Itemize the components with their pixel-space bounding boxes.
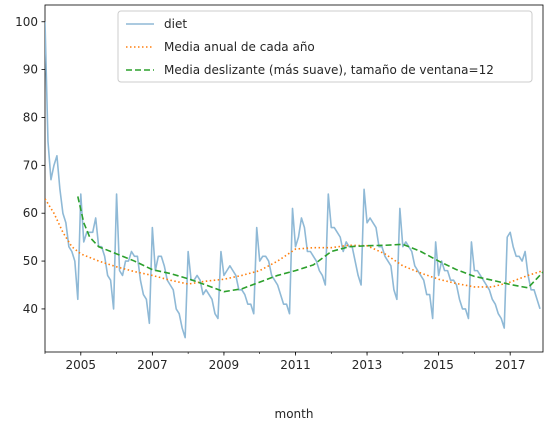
x-tick-label: 2011 [280, 358, 311, 372]
y-tick-label: 70 [23, 158, 38, 172]
x-tick-label: 2015 [423, 358, 454, 372]
y-tick-label: 80 [23, 110, 38, 124]
series-line-1 [45, 199, 543, 287]
x-tick-label: 2009 [209, 358, 240, 372]
x-tick-label: 2017 [495, 358, 526, 372]
y-tick-label: 50 [23, 254, 38, 268]
legend-label-diet: diet [164, 17, 187, 31]
legend-label-rolling-mean: Media deslizante (más suave), tamaño de … [164, 63, 494, 77]
y-axis: 40 50 60 70 80 90 100 [15, 15, 45, 316]
legend: diet Media anual de cada año Media desli… [118, 11, 532, 82]
x-tick-label: 2013 [352, 358, 383, 372]
x-tick-label: 2005 [66, 358, 97, 372]
y-tick-label: 100 [15, 15, 38, 29]
x-axis-title: month [275, 407, 314, 421]
x-axis: 2005 2007 2009 2011 2013 2015 2017 [45, 352, 525, 372]
y-tick-label: 90 [23, 63, 38, 77]
series-line-2 [78, 196, 543, 291]
y-tick-label: 40 [23, 302, 38, 316]
legend-label-annual-mean: Media anual de cada año [164, 40, 315, 54]
x-tick-label: 2007 [137, 358, 168, 372]
y-tick-label: 60 [23, 206, 38, 220]
